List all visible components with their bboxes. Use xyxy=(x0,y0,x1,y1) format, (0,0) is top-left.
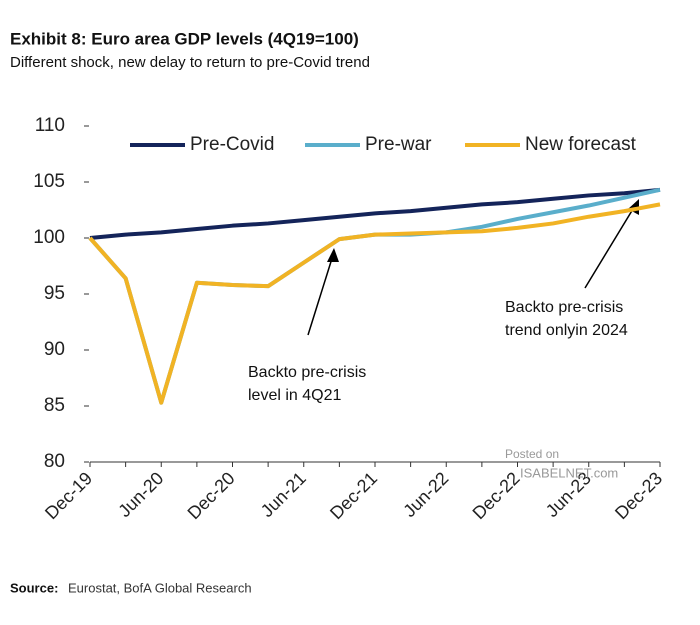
x-tick-label: Dec-23 xyxy=(611,468,666,523)
legend-label: Pre-Covid xyxy=(190,134,274,155)
watermark: ISABELNET.com xyxy=(520,465,618,480)
annotation: trend onlyin 2024 xyxy=(505,322,628,339)
legend-label: New forecast xyxy=(525,134,637,155)
annotation-arrow xyxy=(584,203,637,289)
annotation-arrowhead xyxy=(628,199,639,215)
x-tick-label: Jun-22 xyxy=(399,468,452,521)
y-tick-label: 110 xyxy=(35,115,65,136)
annotation: Backto pre-crisis xyxy=(248,364,366,381)
y-tick-label: 105 xyxy=(33,171,65,192)
source-text: Eurostat, BofA Global Research xyxy=(68,580,252,595)
annotation-arrow xyxy=(307,251,335,336)
source-label: Source: xyxy=(10,580,58,595)
line-series xyxy=(89,187,661,240)
y-tick-label: 90 xyxy=(44,339,65,360)
y-tick-label: 80 xyxy=(44,451,65,472)
y-tick-label: 95 xyxy=(44,283,65,304)
chart-subtitle: Different shock, new delay to return to … xyxy=(10,54,370,71)
x-tick-label: Jun-21 xyxy=(257,468,310,521)
y-tick-label: 85 xyxy=(44,395,65,416)
annotation: Backto pre-crisis xyxy=(505,299,623,316)
x-tick-label: Dec-21 xyxy=(326,468,381,523)
line-series xyxy=(88,202,661,405)
x-tick-label: Jun-20 xyxy=(114,468,167,521)
legend-label: Pre-war xyxy=(365,134,432,155)
line-series xyxy=(88,187,661,405)
watermark: Posted on xyxy=(505,447,559,461)
chart-title: Exhibit 8: Euro area GDP levels (4Q19=10… xyxy=(10,29,359,48)
x-tick-label: Dec-20 xyxy=(184,468,239,523)
y-tick-label: 100 xyxy=(33,227,65,248)
annotation: level in 4Q21 xyxy=(248,387,341,404)
x-tick-label: Dec-19 xyxy=(41,468,96,523)
x-tick-label: Dec-22 xyxy=(469,468,524,523)
annotation-arrowhead xyxy=(327,248,339,262)
